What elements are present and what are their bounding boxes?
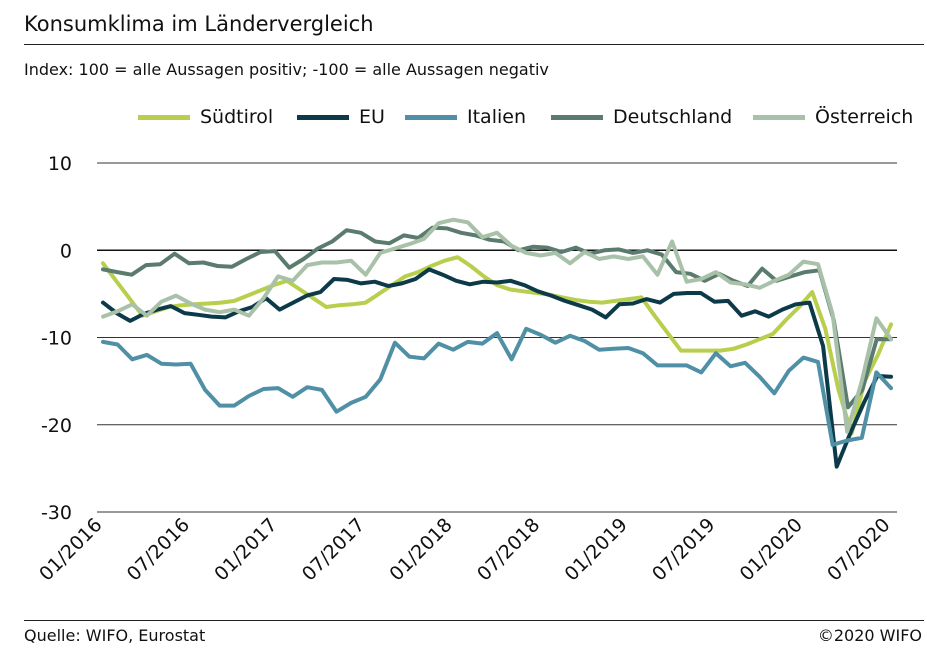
legend-swatch-deutschland — [551, 114, 603, 120]
series-line-oesterreich — [101, 217, 893, 434]
legend-label-suedtirol: Südtirol — [200, 106, 274, 128]
x-tick-label: 01/2017 — [210, 514, 281, 585]
y-tick-label: 0 — [60, 240, 72, 262]
footer-divider — [24, 620, 924, 621]
x-tick-label: 07/2017 — [298, 514, 369, 585]
legend-item-deutschland: Deutschland — [551, 103, 732, 131]
y-tick-label: -20 — [41, 415, 72, 437]
legend-swatch-italien — [405, 114, 457, 120]
chart-subtitle: Index: 100 = alle Aussagen positiv; -100… — [24, 60, 549, 79]
x-tick-label: 07/2018 — [473, 514, 544, 585]
legend-swatch-suedtirol — [138, 114, 190, 120]
legend-label-eu: EU — [359, 106, 385, 128]
chart-title: Konsumklima im Ländervergleich — [24, 12, 374, 36]
x-tick-label: 01/2020 — [736, 514, 807, 585]
y-tick-label: 10 — [48, 153, 72, 175]
series-line-deutschland — [101, 225, 893, 410]
legend-swatch-eu — [297, 114, 349, 120]
x-tick-label: 01/2019 — [560, 514, 631, 585]
x-tick-label: 01/2016 — [35, 514, 106, 585]
legend-item-suedtirol: Südtirol — [138, 103, 273, 131]
source-note: Quelle: WIFO, Eurostat — [24, 626, 206, 645]
x-tick-label: 07/2019 — [648, 514, 719, 585]
legend-item-italien: Italien — [405, 103, 526, 131]
copyright-note: ©2020 WIFO — [817, 626, 922, 645]
series-line-eu — [101, 267, 893, 469]
x-tick-label: 07/2016 — [123, 514, 194, 585]
x-tick-label: 01/2018 — [385, 514, 456, 585]
legend-label-italien: Italien — [467, 106, 526, 128]
x-tick-label: 07/2020 — [823, 514, 894, 585]
legend-swatch-oesterreich — [753, 114, 805, 120]
legend-label-deutschland: Deutschland — [613, 106, 733, 128]
legend-item-oesterreich: Österreich — [753, 103, 913, 131]
series-line-suedtirol — [101, 255, 893, 436]
series-line-italien — [101, 326, 893, 447]
y-tick-label: -30 — [41, 502, 72, 524]
y-tick-label: -10 — [41, 328, 72, 350]
title-divider — [24, 44, 924, 45]
legend-item-eu: EU — [297, 103, 385, 131]
legend-label-oesterreich: Österreich — [815, 106, 914, 128]
chart-legend: Südtirol EU Italien Deutschland Österrei… — [0, 103, 927, 131]
